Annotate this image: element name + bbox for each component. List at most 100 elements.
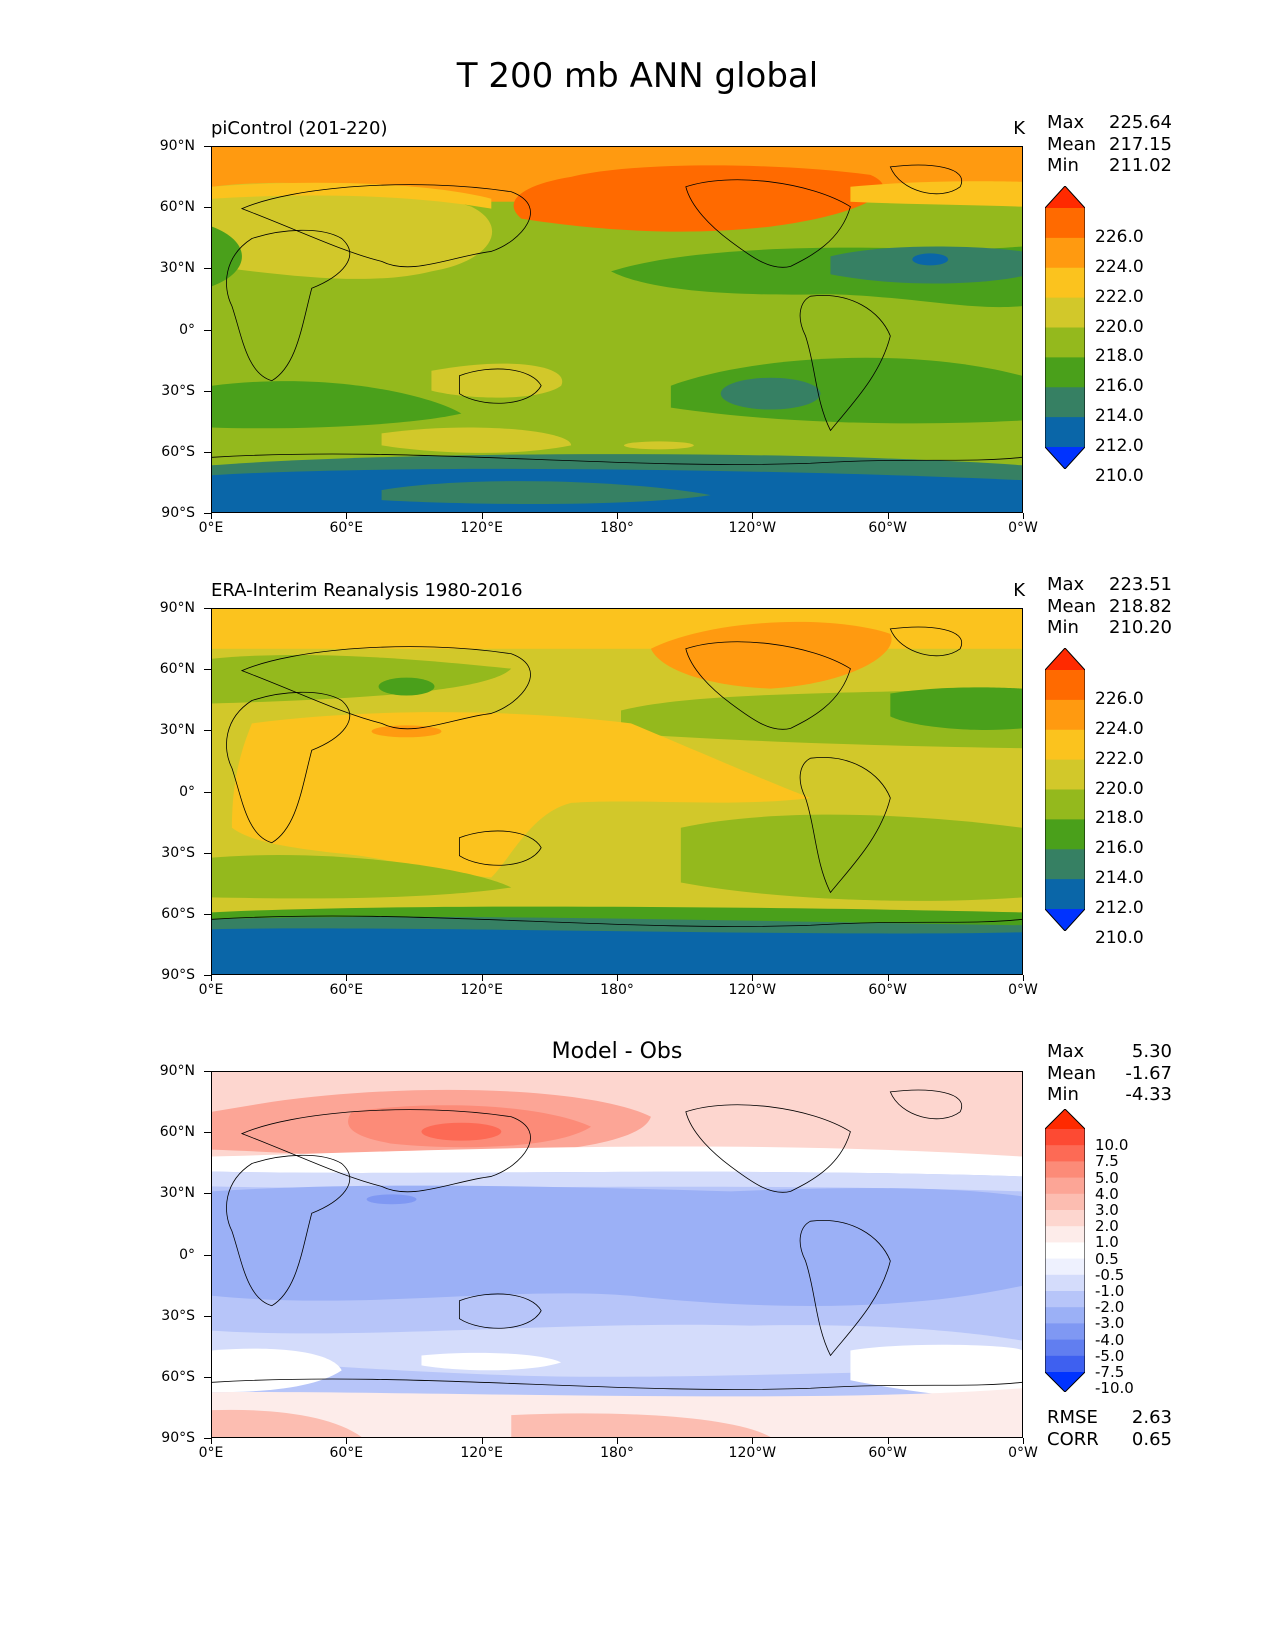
x-tick-label: 60°E	[329, 1445, 364, 1461]
stat-row: Mean 218.82	[1047, 596, 1172, 618]
stat-row: Min 211.02	[1047, 155, 1172, 177]
colorbar-swatch	[1045, 819, 1085, 850]
colorbar-swatch	[1045, 849, 1085, 880]
x-tick	[1023, 975, 1024, 981]
x-tick-label: 0°E	[198, 982, 224, 998]
stat-label: Min	[1047, 1084, 1079, 1105]
x-tick	[481, 1438, 483, 1444]
x-tick-label: 120°W	[728, 982, 777, 998]
stat-label: RMSE	[1047, 1407, 1098, 1428]
y-tick	[204, 390, 211, 392]
colorbar-extend-max	[1045, 648, 1085, 670]
y-tick	[204, 975, 211, 976]
stat-row: RMSE 2.63	[1047, 1407, 1172, 1429]
stat-label: Mean	[1047, 1062, 1097, 1084]
stat-value: 223.51	[1109, 574, 1172, 595]
stat-row: CORR 0.65	[1047, 1429, 1172, 1451]
y-tick-label: 60°S	[161, 443, 195, 460]
y-tick	[204, 1193, 211, 1195]
stat-row: Mean -1.67	[1047, 1063, 1172, 1085]
colorbar-swatch	[1045, 1161, 1085, 1179]
colorbar-swatch	[1045, 670, 1085, 701]
colorbar-label: 4.0	[1095, 1184, 1119, 1203]
map-plot	[211, 608, 1023, 975]
y-tick-label: 60°S	[161, 905, 195, 922]
colorbar-swatches	[1045, 648, 1085, 931]
colorbar-label: -5.0	[1095, 1346, 1125, 1365]
colorbar-swatch	[1045, 237, 1085, 269]
stat-value: -4.33	[1125, 1084, 1172, 1105]
panel-picontrol: piControl (201-220) K	[0, 112, 1275, 606]
colorbar-swatch	[1045, 1210, 1085, 1227]
y-tick-label: 90°N	[159, 1063, 195, 1079]
y-tick-label: 60°N	[159, 1124, 195, 1141]
colorbar-label: -1.0	[1095, 1282, 1125, 1300]
y-tick-label: 60°N	[159, 199, 195, 216]
x-tick	[211, 975, 212, 981]
colorbar-swatches	[1045, 1109, 1085, 1392]
panel-title: piControl (201-220)	[211, 118, 388, 139]
figure-title: T 200 mb ANN global	[456, 56, 819, 96]
stat-value: 218.82	[1109, 595, 1172, 617]
stat-row: Max 225.64	[1047, 112, 1172, 134]
x-tick	[481, 975, 483, 981]
stat-value: 217.15	[1109, 133, 1172, 155]
colorbar	[1045, 1109, 1085, 1392]
colorbar-label: 216.0	[1095, 376, 1144, 397]
y-tick	[204, 1315, 211, 1317]
stat-row: Mean 217.15	[1047, 134, 1172, 156]
x-tick-label: 180°	[600, 520, 634, 536]
panel-units: K	[1013, 580, 1025, 601]
y-tick-label: 30°S	[161, 1307, 195, 1324]
colorbar-label: 224.0	[1095, 256, 1144, 277]
colorbar-label: 7.5	[1095, 1152, 1119, 1171]
colorbar-swatch	[1045, 267, 1085, 299]
x-tick	[481, 513, 483, 519]
y-tick	[204, 1132, 211, 1134]
colorbar-label: 218.0	[1095, 346, 1144, 367]
stat-label: Mean	[1047, 133, 1097, 155]
colorbar-label: 224.0	[1095, 718, 1144, 739]
colorbar-swatch	[1045, 208, 1085, 239]
y-tick	[204, 730, 211, 732]
stat-label: Max	[1047, 112, 1085, 133]
colorbar-label: 226.0	[1095, 688, 1144, 709]
y-tick-label: 60°S	[161, 1368, 195, 1385]
colorbar	[1045, 186, 1085, 469]
stat-label: Mean	[1047, 595, 1097, 617]
stat-row: Min 210.20	[1047, 617, 1172, 639]
colorbar-label: 212.0	[1095, 436, 1144, 456]
colorbar-extend-min	[1045, 1372, 1085, 1392]
stat-label: Min	[1047, 617, 1079, 638]
colorbar-label: 10.0	[1095, 1136, 1129, 1155]
stats-block: Max 5.30 Mean -1.67 Min -4.33	[1047, 1041, 1172, 1106]
colorbar-swatch	[1045, 759, 1085, 790]
x-tick-label: 120°E	[460, 982, 503, 998]
x-tick-label: 120°W	[728, 1445, 777, 1461]
x-tick	[346, 975, 348, 981]
y-tick-label: 90°S	[161, 505, 195, 521]
x-tick-label: 0°W	[1008, 1445, 1038, 1461]
y-tick	[204, 1438, 211, 1439]
colorbar-label: 222.0	[1095, 286, 1144, 307]
x-tick-label: 60°E	[329, 982, 364, 998]
y-tick-label: 0°	[179, 1246, 195, 1263]
colorbar-swatch	[1045, 1226, 1085, 1243]
x-tick	[346, 1438, 348, 1444]
stat-value: 211.02	[1109, 155, 1172, 176]
colorbar-swatch	[1045, 1129, 1085, 1146]
y-tick	[204, 669, 211, 671]
x-tick-label: 60°E	[329, 520, 364, 536]
stat-label: Max	[1047, 1041, 1085, 1062]
colorbar-label: 210.0	[1095, 927, 1144, 948]
contour-map	[212, 609, 1022, 974]
colorbar-label: 0.5	[1095, 1249, 1119, 1268]
y-tick	[204, 207, 211, 209]
x-tick	[346, 513, 348, 519]
colorbar-extend-min	[1045, 909, 1085, 931]
stat-value: 0.65	[1131, 1428, 1172, 1450]
colorbar-swatch	[1045, 699, 1085, 731]
stats-block: Max 223.51 Mean 218.82 Min 210.20	[1047, 574, 1172, 639]
x-tick-label: 60°W	[868, 520, 907, 536]
stat-label: Min	[1047, 155, 1079, 176]
